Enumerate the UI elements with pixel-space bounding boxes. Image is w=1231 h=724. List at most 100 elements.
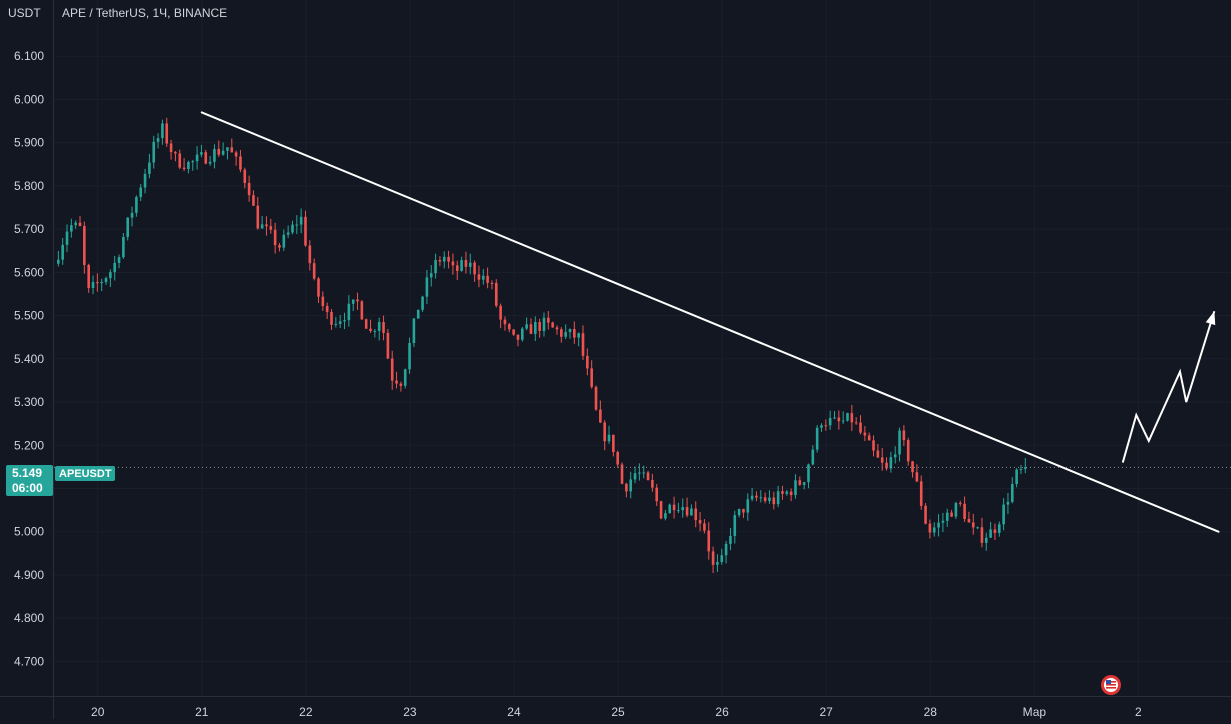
candle-down bbox=[573, 328, 576, 338]
candle-down bbox=[278, 245, 281, 248]
candle-down bbox=[672, 504, 676, 511]
candle-up bbox=[954, 502, 958, 517]
price-tick-label: 5.000 bbox=[14, 525, 44, 539]
price-tick-label: 4.700 bbox=[14, 654, 44, 668]
candle-down bbox=[369, 328, 372, 331]
candle-up bbox=[226, 147, 229, 151]
candle-down bbox=[330, 311, 333, 325]
candle-up bbox=[811, 449, 815, 465]
price-tick-label: 5.400 bbox=[14, 352, 44, 366]
candle-down bbox=[386, 332, 390, 359]
candle-down bbox=[625, 483, 628, 492]
candle-down bbox=[317, 278, 320, 297]
candle-up bbox=[91, 282, 95, 288]
candle-up bbox=[542, 317, 546, 331]
candle-down bbox=[967, 519, 971, 523]
arrowhead-icon bbox=[1205, 311, 1216, 326]
candle-down bbox=[971, 522, 975, 528]
candle-up bbox=[568, 328, 572, 333]
candle-up bbox=[74, 222, 77, 226]
price-tick-label: 5.900 bbox=[14, 136, 44, 150]
price-tick-label: 5.300 bbox=[14, 395, 44, 409]
candle-down bbox=[438, 260, 442, 262]
candle-up bbox=[161, 123, 164, 139]
candle-up bbox=[1010, 484, 1014, 502]
candle-down bbox=[555, 327, 559, 330]
candle-up bbox=[377, 322, 381, 331]
candle-down bbox=[620, 464, 624, 484]
candle-down bbox=[304, 216, 307, 246]
candle-down bbox=[356, 299, 359, 302]
candle-down bbox=[742, 508, 745, 513]
candle-up bbox=[139, 187, 143, 197]
event-flag-icon[interactable] bbox=[1101, 675, 1121, 695]
candle-down bbox=[490, 282, 494, 284]
candle-down bbox=[269, 226, 273, 230]
candle-down bbox=[547, 317, 550, 323]
candle-down bbox=[876, 450, 880, 458]
time-tick-label: 22 bbox=[299, 705, 313, 719]
trendline[interactable] bbox=[200, 111, 1220, 533]
candle-up bbox=[690, 508, 693, 516]
candle-up bbox=[481, 275, 485, 280]
candle-up bbox=[421, 296, 424, 310]
candle-down bbox=[252, 195, 255, 206]
candle-up bbox=[343, 320, 346, 322]
candle-down bbox=[247, 182, 251, 196]
time-tick-label: Мар bbox=[1023, 705, 1047, 719]
candle-up bbox=[889, 457, 893, 469]
price-tick-label: 4.800 bbox=[14, 611, 44, 625]
candle-up bbox=[425, 277, 429, 297]
candle-down bbox=[325, 306, 329, 312]
price-tick-label: 6.000 bbox=[14, 92, 44, 106]
time-tick-label: 21 bbox=[195, 705, 209, 719]
candle-down bbox=[182, 167, 186, 169]
candle-up bbox=[286, 232, 290, 235]
symbol-label: APEUSDT bbox=[59, 468, 112, 480]
candle-up bbox=[100, 282, 103, 284]
candle-up bbox=[668, 504, 672, 514]
currency-label: USDT bbox=[8, 6, 41, 20]
price-axis[interactable]: 6.100 6.000 5.900 5.800 5.700 5.600 5.500 5.400… bbox=[14, 49, 44, 668]
time-tick-label: 27 bbox=[819, 705, 833, 719]
candle-down bbox=[529, 324, 533, 334]
candle-up bbox=[642, 472, 646, 474]
projection-arrow[interactable] bbox=[1121, 310, 1216, 463]
price-tick-label: 6.100 bbox=[14, 49, 44, 63]
candle-down bbox=[455, 265, 459, 271]
candle-down bbox=[798, 480, 802, 485]
candle-down bbox=[772, 497, 776, 505]
candle-down bbox=[87, 264, 90, 288]
candle-up bbox=[733, 515, 737, 536]
candle-up bbox=[807, 464, 810, 483]
candle-down bbox=[399, 383, 403, 386]
candle-down bbox=[651, 480, 654, 488]
candle-up bbox=[195, 154, 199, 162]
time-tick-label: 28 bbox=[924, 705, 938, 719]
candle-up bbox=[373, 330, 377, 332]
candle-down bbox=[586, 355, 589, 369]
candle-up bbox=[785, 491, 789, 494]
time-axis[interactable]: 20 21 22 23 24 25 26 27 28 Мар 2 bbox=[91, 705, 1142, 719]
candle-down bbox=[516, 334, 520, 340]
candle-up bbox=[802, 482, 806, 485]
candle-up bbox=[338, 321, 342, 324]
candle-down bbox=[234, 152, 238, 157]
candle-down bbox=[169, 143, 173, 153]
time-tick-label: 26 bbox=[715, 705, 729, 719]
symbol-label-box bbox=[55, 466, 115, 481]
candle-down bbox=[165, 123, 169, 144]
candle-down bbox=[382, 322, 385, 333]
symbol-title: APE / TetherUS, 1Ч, BINANCE bbox=[62, 6, 227, 20]
time-tick-label: 2 bbox=[1135, 705, 1142, 719]
candle-down bbox=[854, 422, 858, 424]
candle-down bbox=[96, 282, 99, 284]
candle-up bbox=[534, 321, 537, 334]
countdown-timer: 06:00 bbox=[12, 481, 43, 495]
candle-down bbox=[755, 495, 758, 498]
candle-down bbox=[924, 505, 927, 524]
candle-down bbox=[781, 491, 784, 494]
candle-up bbox=[664, 513, 667, 519]
